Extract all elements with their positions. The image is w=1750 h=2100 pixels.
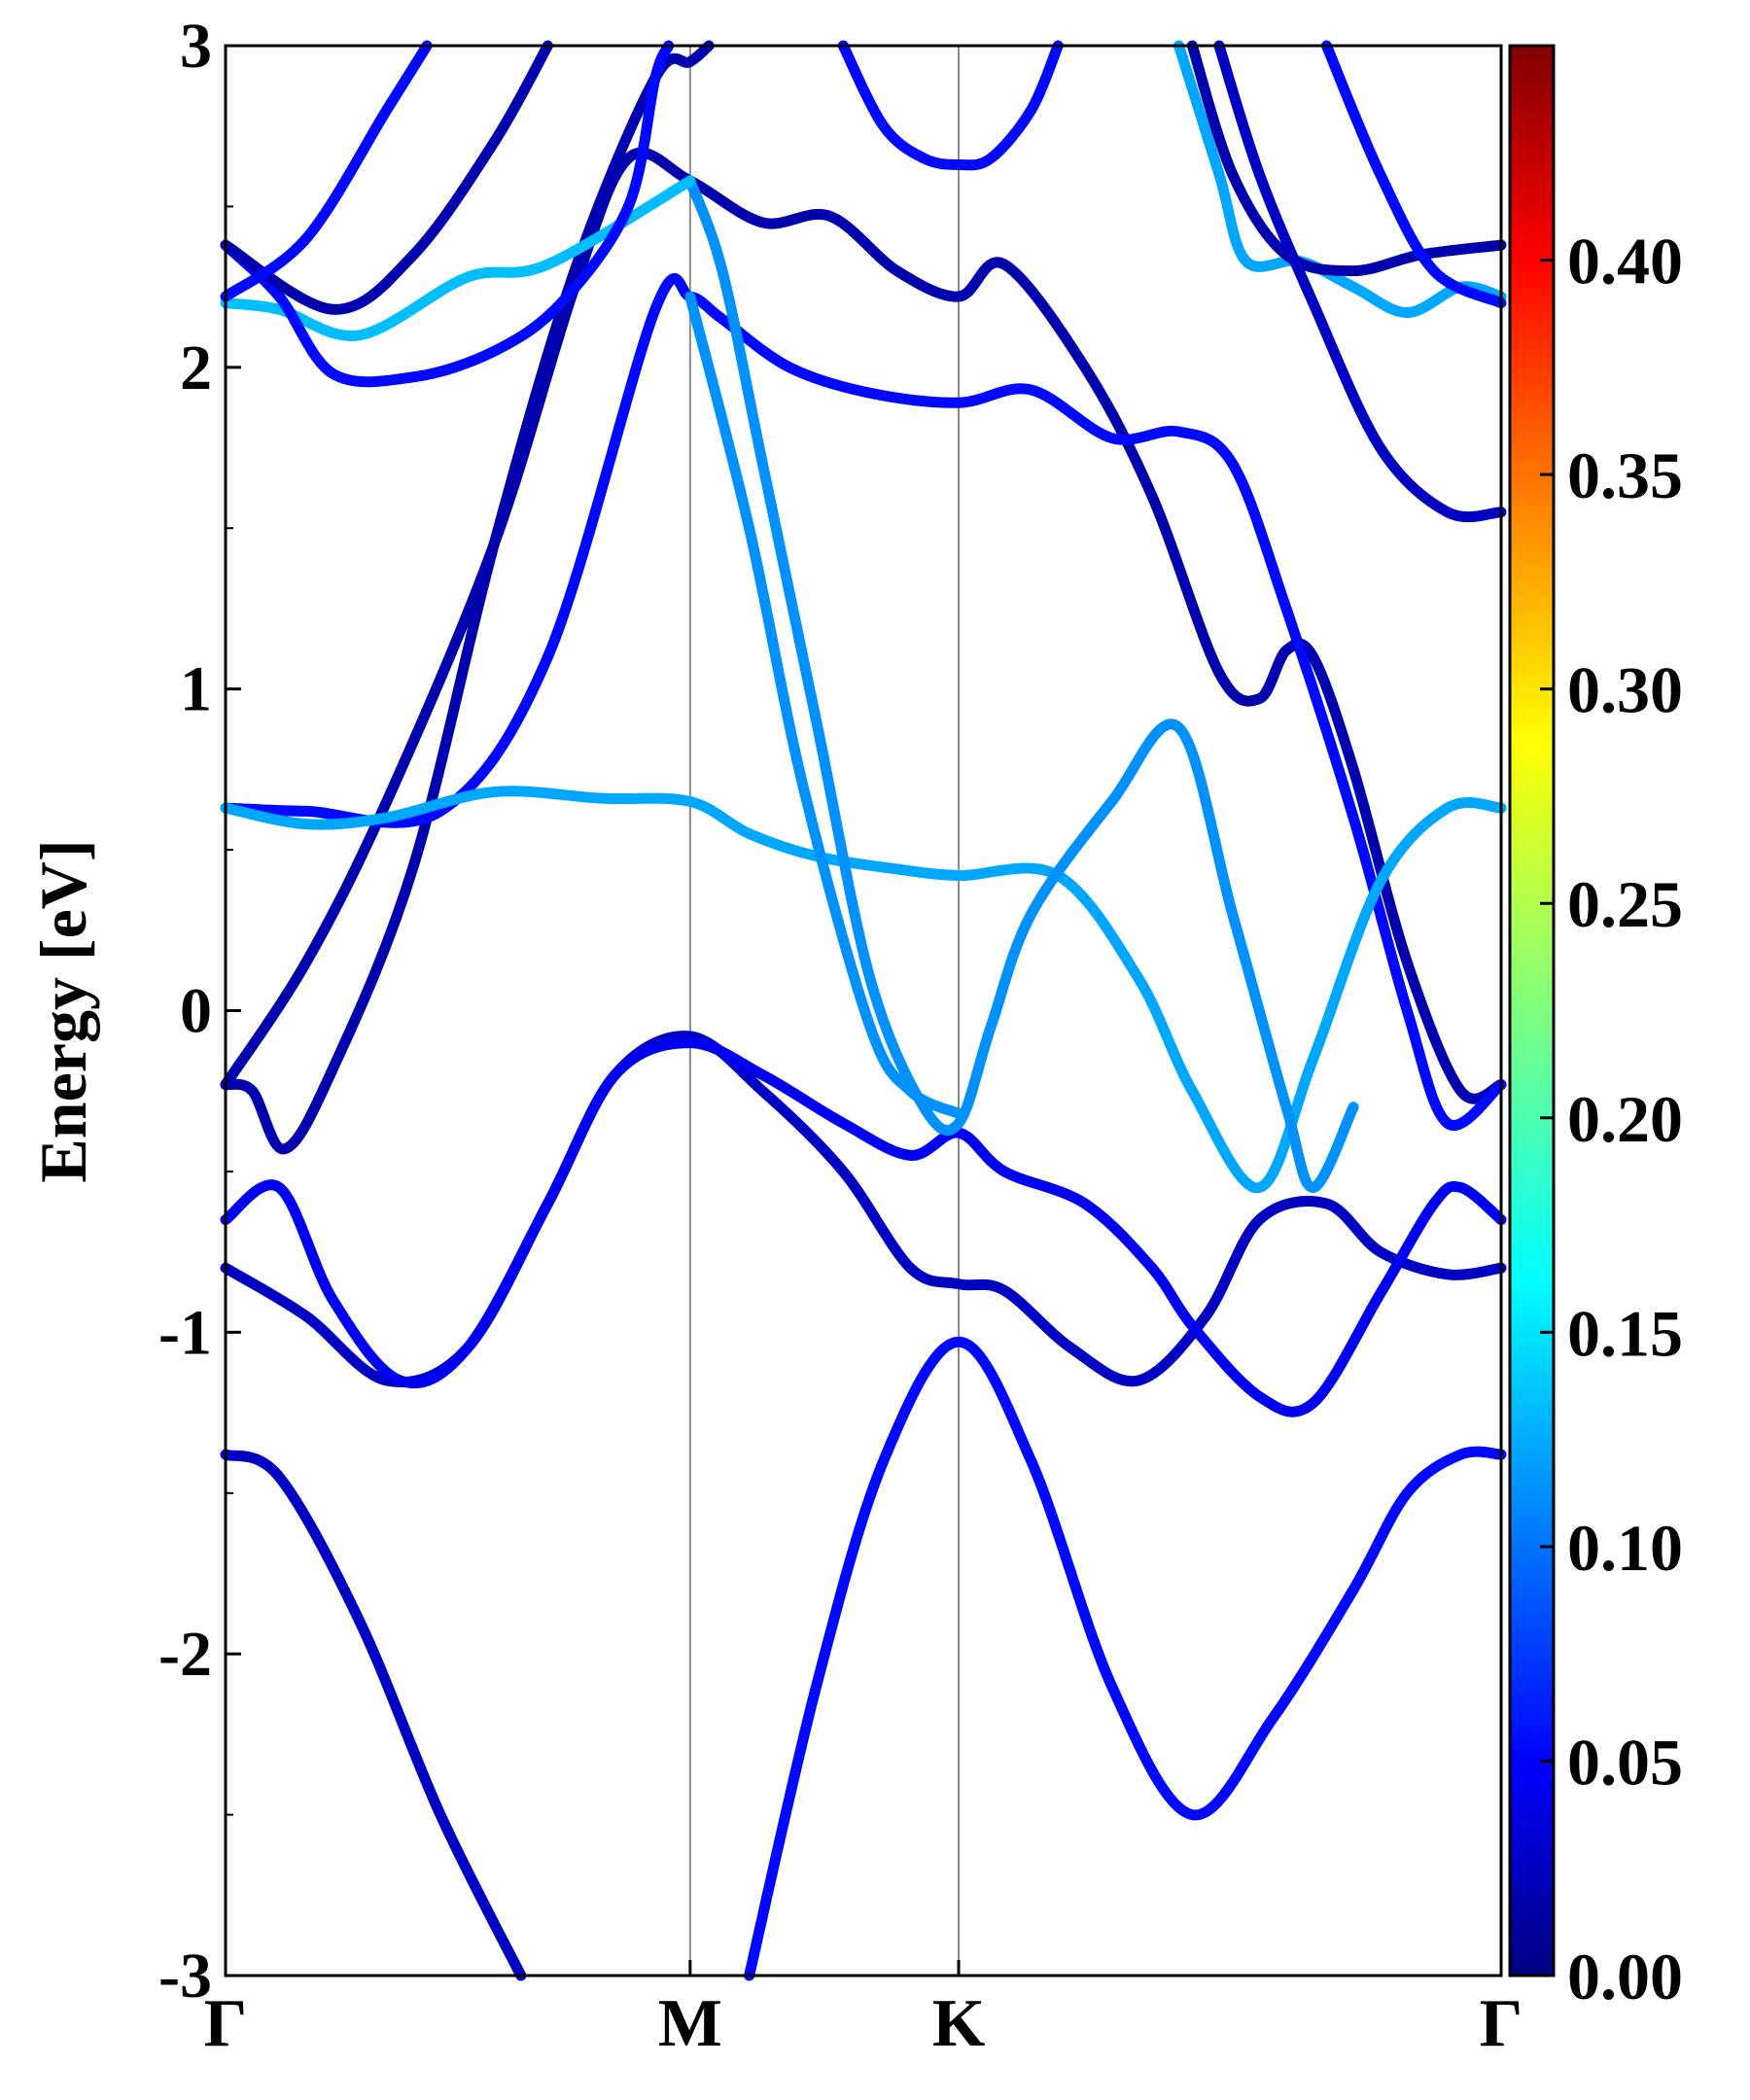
band-line-15	[837, 40, 1064, 171]
band-line-10	[684, 291, 964, 1119]
y-tick-label: 2	[180, 332, 212, 403]
y-axis-ticks: 3 2 1 0 -1 -2 -3	[158, 11, 241, 2012]
y-tick-label: -1	[158, 1297, 212, 1368]
colorbar-tick-label: 0.00	[1567, 1940, 1683, 2013]
band-line-6	[220, 147, 1507, 1104]
colorbar-ticks: 0.00 0.05 0.10 0.15 0.20 0.25 0.30 0.35 0.40	[1540, 225, 1683, 2013]
y-tick-label: 0	[180, 976, 212, 1047]
colorbar-tick-label: 0.20	[1567, 1082, 1683, 1156]
plot-area	[688, 46, 961, 1976]
colorbar-tick-label: 0.35	[1567, 438, 1683, 512]
y-tick-label: -3	[158, 1941, 212, 2012]
colorbar-tick-label: 0.25	[1567, 867, 1683, 941]
band-line-7	[220, 273, 1507, 1131]
band-line-1	[220, 1449, 527, 1981]
colorbar-tick-label: 0.10	[1567, 1511, 1683, 1585]
colorbar-tick-label: 0.40	[1567, 225, 1683, 298]
band-line-12	[220, 40, 675, 388]
band-line-13	[220, 40, 553, 315]
band-line-2	[744, 1336, 1507, 1981]
x-tick-label: Γ	[204, 1986, 248, 2061]
band-line-18	[1213, 40, 1507, 523]
colorbar-tick-label: 0.15	[1567, 1296, 1683, 1370]
band-line-3	[220, 1031, 1507, 1388]
bands-group	[220, 40, 1507, 1981]
band-line-14	[220, 40, 433, 302]
band-line-19	[1320, 40, 1507, 309]
colorbar	[1508, 44, 1556, 1978]
y-tick-label: 3	[180, 11, 212, 82]
band-line-11	[220, 175, 696, 341]
y-tick-label: 1	[180, 654, 212, 725]
y-tick-label: -2	[158, 1619, 212, 1690]
x-tick-label: K	[932, 1986, 985, 2061]
x-tick-label: M	[658, 1986, 722, 2061]
x-tick-label: Γ	[1480, 1986, 1523, 2061]
band-line-8	[220, 786, 1507, 1193]
band-line-9	[684, 175, 1359, 1193]
colorbar-tick-label: 0.30	[1567, 653, 1683, 727]
band-line-4	[220, 1037, 1507, 1418]
y-axis-label: Energy [eV]	[26, 839, 100, 1182]
colorbar-tick-label: 0.05	[1567, 1725, 1683, 1799]
